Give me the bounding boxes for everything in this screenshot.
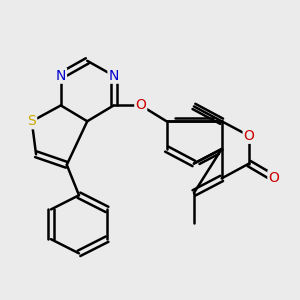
Text: O: O — [268, 171, 279, 185]
Text: O: O — [135, 98, 146, 112]
Text: N: N — [56, 69, 66, 83]
Text: O: O — [244, 129, 254, 143]
Text: S: S — [27, 114, 36, 128]
Text: N: N — [109, 69, 119, 83]
